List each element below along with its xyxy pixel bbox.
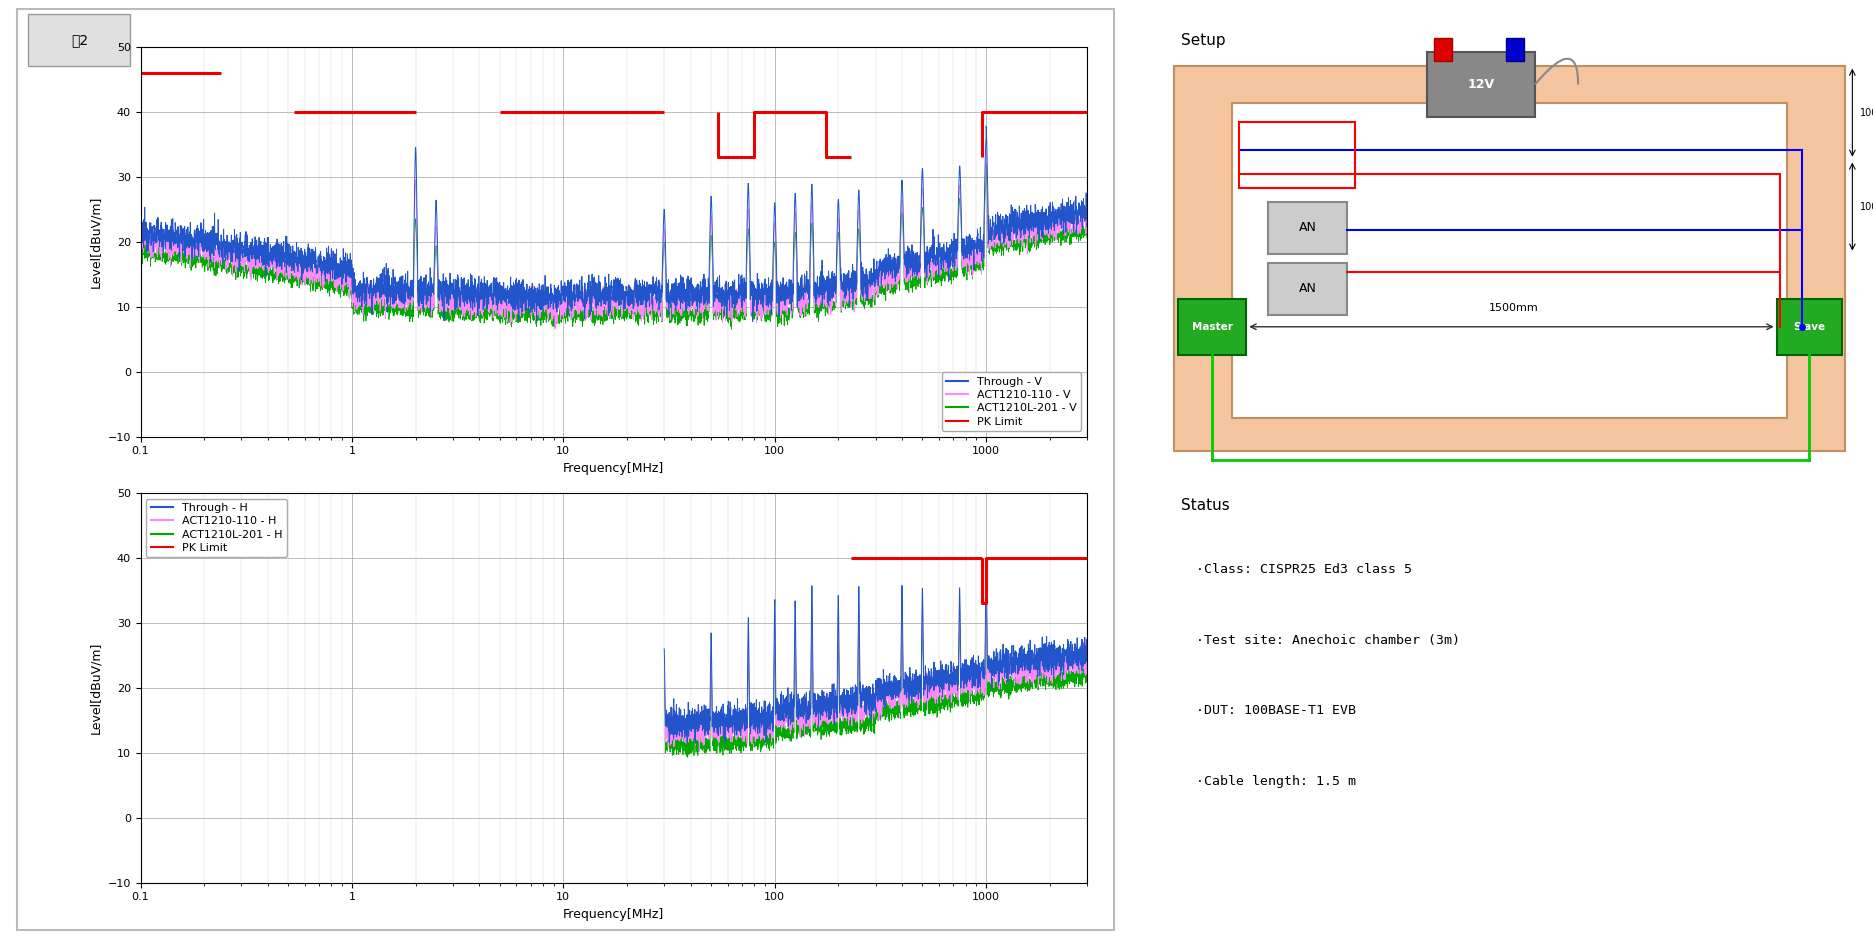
Legend: Through - V, ACT1210-110 - V, ACT1210L-201 - V, PK Limit: Through - V, ACT1210-110 - V, ACT1210L-2… <box>940 372 1081 431</box>
Text: 100mm: 100mm <box>1858 202 1873 211</box>
X-axis label: Frequency[MHz]: Frequency[MHz] <box>562 462 665 475</box>
Bar <box>28 14 131 66</box>
X-axis label: Frequency[MHz]: Frequency[MHz] <box>562 908 665 921</box>
Text: ·Cable length: 1.5 m: ·Cable length: 1.5 m <box>1195 775 1354 788</box>
Text: AN: AN <box>1298 283 1317 295</box>
Y-axis label: Level[dBuV/m]: Level[dBuV/m] <box>88 195 101 288</box>
Legend: Through - H, ACT1210-110 - H, ACT1210L-201 - H, PK Limit: Through - H, ACT1210-110 - H, ACT1210L-2… <box>146 499 287 558</box>
Bar <box>1268 263 1347 315</box>
Bar <box>1268 202 1347 254</box>
Bar <box>1433 38 1452 61</box>
Text: ·Test site: Anechoic chamber (3m): ·Test site: Anechoic chamber (3m) <box>1195 634 1459 647</box>
Bar <box>1425 52 1534 117</box>
Text: ·Class: CISPR25 Ed3 class 5: ·Class: CISPR25 Ed3 class 5 <box>1195 563 1410 577</box>
Text: 100mm: 100mm <box>1858 108 1873 117</box>
Bar <box>1231 103 1787 418</box>
Text: Master: Master <box>1191 322 1232 331</box>
Text: AN: AN <box>1298 222 1317 234</box>
Y-axis label: Level[dBuV/m]: Level[dBuV/m] <box>88 641 101 734</box>
Text: 1500mm: 1500mm <box>1487 302 1538 313</box>
Text: Status: Status <box>1180 498 1229 513</box>
Bar <box>1506 38 1523 61</box>
Bar <box>1176 299 1246 355</box>
Bar <box>1238 122 1354 188</box>
Bar <box>1174 66 1845 451</box>
Text: 12V: 12V <box>1467 78 1493 91</box>
Bar <box>1776 299 1841 355</box>
Text: Slave: Slave <box>1792 322 1824 331</box>
Text: 图2: 图2 <box>71 34 88 47</box>
Text: ·DUT: 100BASE-T1 EVB: ·DUT: 100BASE-T1 EVB <box>1195 704 1354 717</box>
Text: Setup: Setup <box>1180 33 1225 48</box>
